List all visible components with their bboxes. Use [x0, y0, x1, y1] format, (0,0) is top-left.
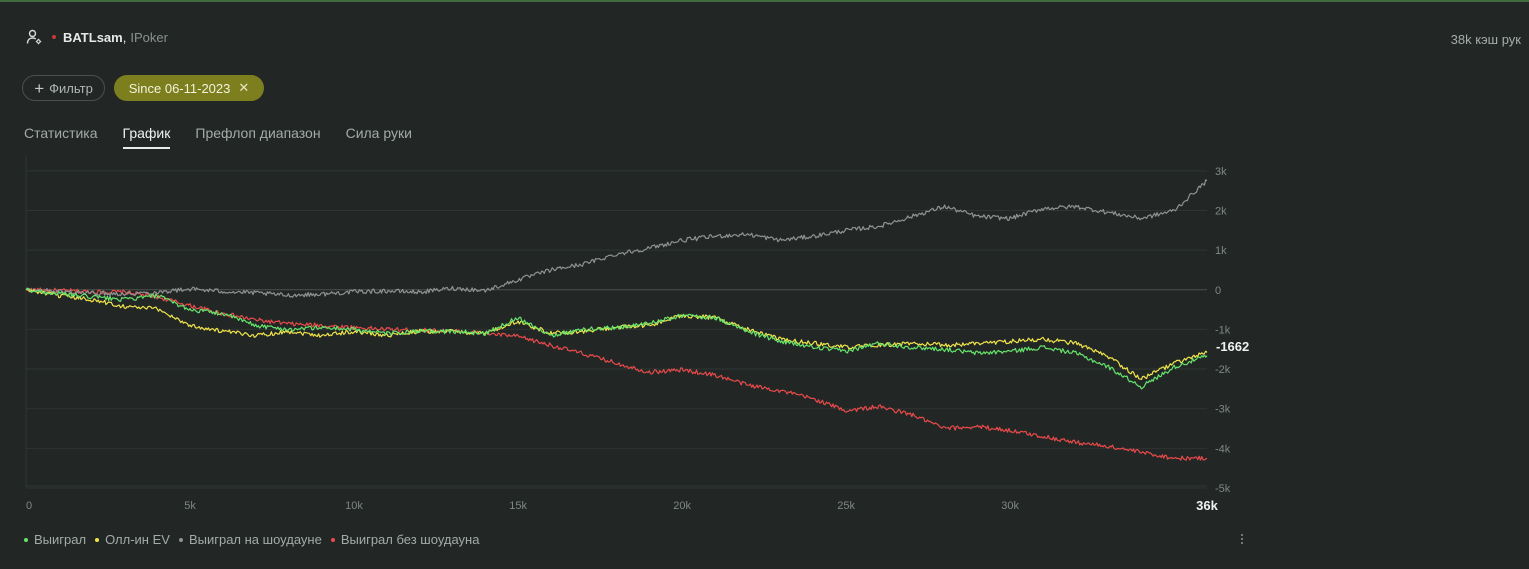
- legend-label: Выиграл без шоудауна: [340, 532, 480, 547]
- more-vertical-icon[interactable]: [1237, 528, 1247, 550]
- chart-legend: Выиграл Олл-ин EV Выиграл на шоудауне Вы…: [24, 532, 488, 547]
- user-icon[interactable]: [26, 29, 42, 45]
- end-value-label: -1662: [1216, 339, 1249, 354]
- x-tick-label: 15k: [509, 500, 527, 512]
- tab-preflop-range[interactable]: Префлоп диапазон: [195, 125, 321, 141]
- add-filter-label: Фильтр: [49, 80, 93, 96]
- series-line: [26, 287, 1208, 461]
- y-tick-label: -3k: [1215, 404, 1231, 416]
- x-axis: 0 5k 10k 15k 20k 25k 30k 36k: [26, 498, 1219, 513]
- legend-item-allin-ev[interactable]: Олл-ин EV: [95, 532, 170, 547]
- player-info: BATLsam , IPoker: [26, 28, 168, 46]
- x-tick-label: 20k: [673, 500, 691, 512]
- legend-dot: [95, 537, 100, 542]
- chart-lines: [25, 179, 1208, 461]
- tab-hand-strength[interactable]: Сила руки: [345, 125, 412, 141]
- tab-bar: Статистика График Префлоп диапазон Сила …: [24, 125, 437, 149]
- status-dot: [52, 35, 56, 39]
- plus-icon: +: [34, 78, 45, 98]
- legend-label: Выиграл на шоудауне: [188, 532, 322, 547]
- date-filter-chip[interactable]: Since 06-11-2023 ✕: [114, 75, 264, 101]
- player-name[interactable]: BATLsam: [63, 29, 123, 45]
- series-line: [25, 288, 1208, 381]
- x-tick-label: 10k: [345, 500, 363, 512]
- x-end-label: 36k: [1196, 498, 1218, 513]
- y-tick-label: 3k: [1215, 166, 1227, 178]
- legend-item-no-showdown[interactable]: Выиграл без шоудауна: [330, 532, 480, 547]
- legend-dot: [24, 537, 28, 542]
- y-tick-label: -4k: [1215, 443, 1231, 455]
- y-tick-label: -2k: [1215, 364, 1231, 376]
- legend-label: Олл-ин EV: [105, 532, 170, 547]
- close-icon[interactable]: ✕: [238, 80, 250, 95]
- tab-statistics[interactable]: Статистика: [24, 125, 98, 141]
- player-site: IPoker: [130, 29, 168, 45]
- player-separator: ,: [122, 29, 127, 45]
- legend-label: Выиграл: [34, 532, 87, 547]
- series-line: [25, 287, 1208, 390]
- series-line: [25, 179, 1208, 298]
- y-tick-label: -1k: [1215, 324, 1231, 336]
- y-tick-label: -5k: [1215, 483, 1231, 495]
- y-tick-label: 2k: [1215, 205, 1227, 217]
- x-tick-label: 30k: [1001, 500, 1019, 512]
- date-filter-label: Since 06-11-2023: [128, 80, 231, 96]
- x-tick-label: 0: [26, 500, 32, 512]
- tab-graph[interactable]: График: [122, 125, 171, 149]
- top-accent-line: [0, 0, 1529, 2]
- y-tick-label: 1k: [1215, 245, 1227, 257]
- add-filter-button[interactable]: + Фильтр: [22, 75, 105, 101]
- legend-item-showdown[interactable]: Выиграл на шоудауне: [178, 532, 322, 547]
- chart-grid: [25, 155, 1207, 489]
- y-tick-label: 0: [1215, 285, 1221, 297]
- legend-item-won[interactable]: Выиграл: [24, 532, 86, 547]
- legend-dot: [178, 537, 183, 542]
- legend-dot: [330, 537, 335, 542]
- y-axis: 3k 2k 1k 0 -1k -2k -3k -4k -5k: [1215, 166, 1231, 495]
- x-tick-label: 25k: [837, 500, 855, 512]
- hands-count: 38k кэш рук: [1450, 32, 1521, 47]
- x-tick-label: 5k: [184, 500, 196, 512]
